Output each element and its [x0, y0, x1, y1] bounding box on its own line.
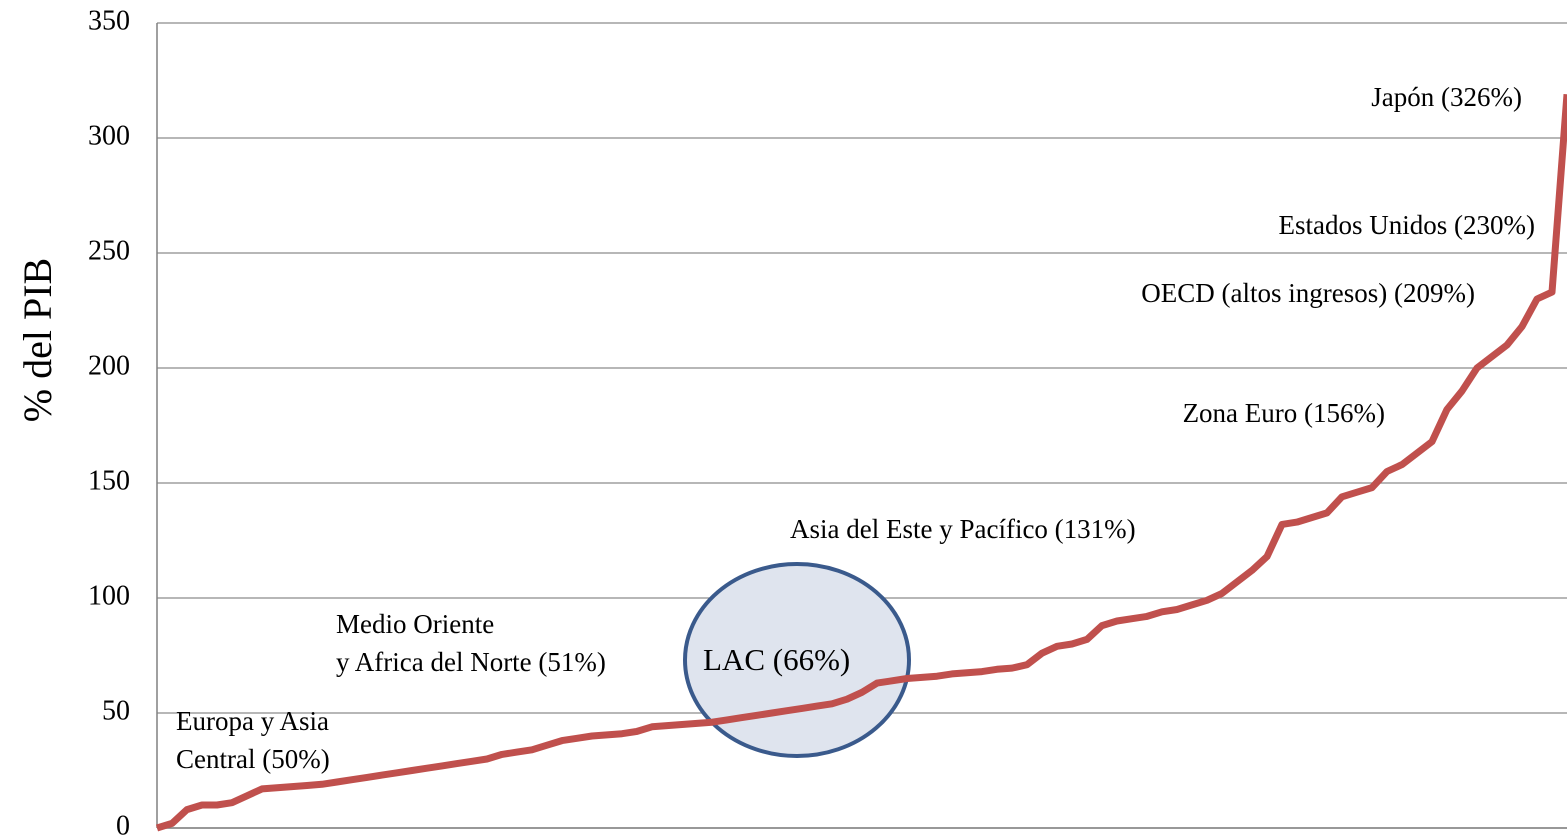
- y-tick-label: 150: [88, 465, 130, 496]
- annotation: OECD (altos ingresos) (209%): [1141, 278, 1475, 308]
- y-tick-label: 200: [88, 350, 130, 381]
- y-tick-label: 250: [88, 235, 130, 266]
- annotation: Asia del Este y Pacífico (131%): [790, 514, 1136, 544]
- y-tick-label: 0: [116, 810, 130, 840]
- annotation: Europa y Asia: [176, 706, 329, 736]
- highlight-ellipse: [683, 562, 911, 758]
- data-line: [155, 94, 1567, 832]
- annotation: Medio Oriente: [336, 609, 494, 639]
- y-tick-label: 350: [88, 5, 130, 36]
- annotation: Japón (326%): [1371, 82, 1522, 112]
- y-tick-label: 100: [88, 580, 130, 611]
- y-tick-label: 50: [102, 695, 130, 726]
- y-tick-label: 300: [88, 120, 130, 151]
- annotation: y Africa del Norte (51%): [336, 647, 606, 677]
- y-axis-label: % del PIB: [15, 258, 60, 422]
- annotation: LAC (66%): [703, 642, 850, 677]
- annotation: Central (50%): [176, 744, 330, 774]
- annotation: Zona Euro (156%): [1183, 398, 1385, 428]
- annotation: Estados Unidos (230%): [1279, 210, 1535, 240]
